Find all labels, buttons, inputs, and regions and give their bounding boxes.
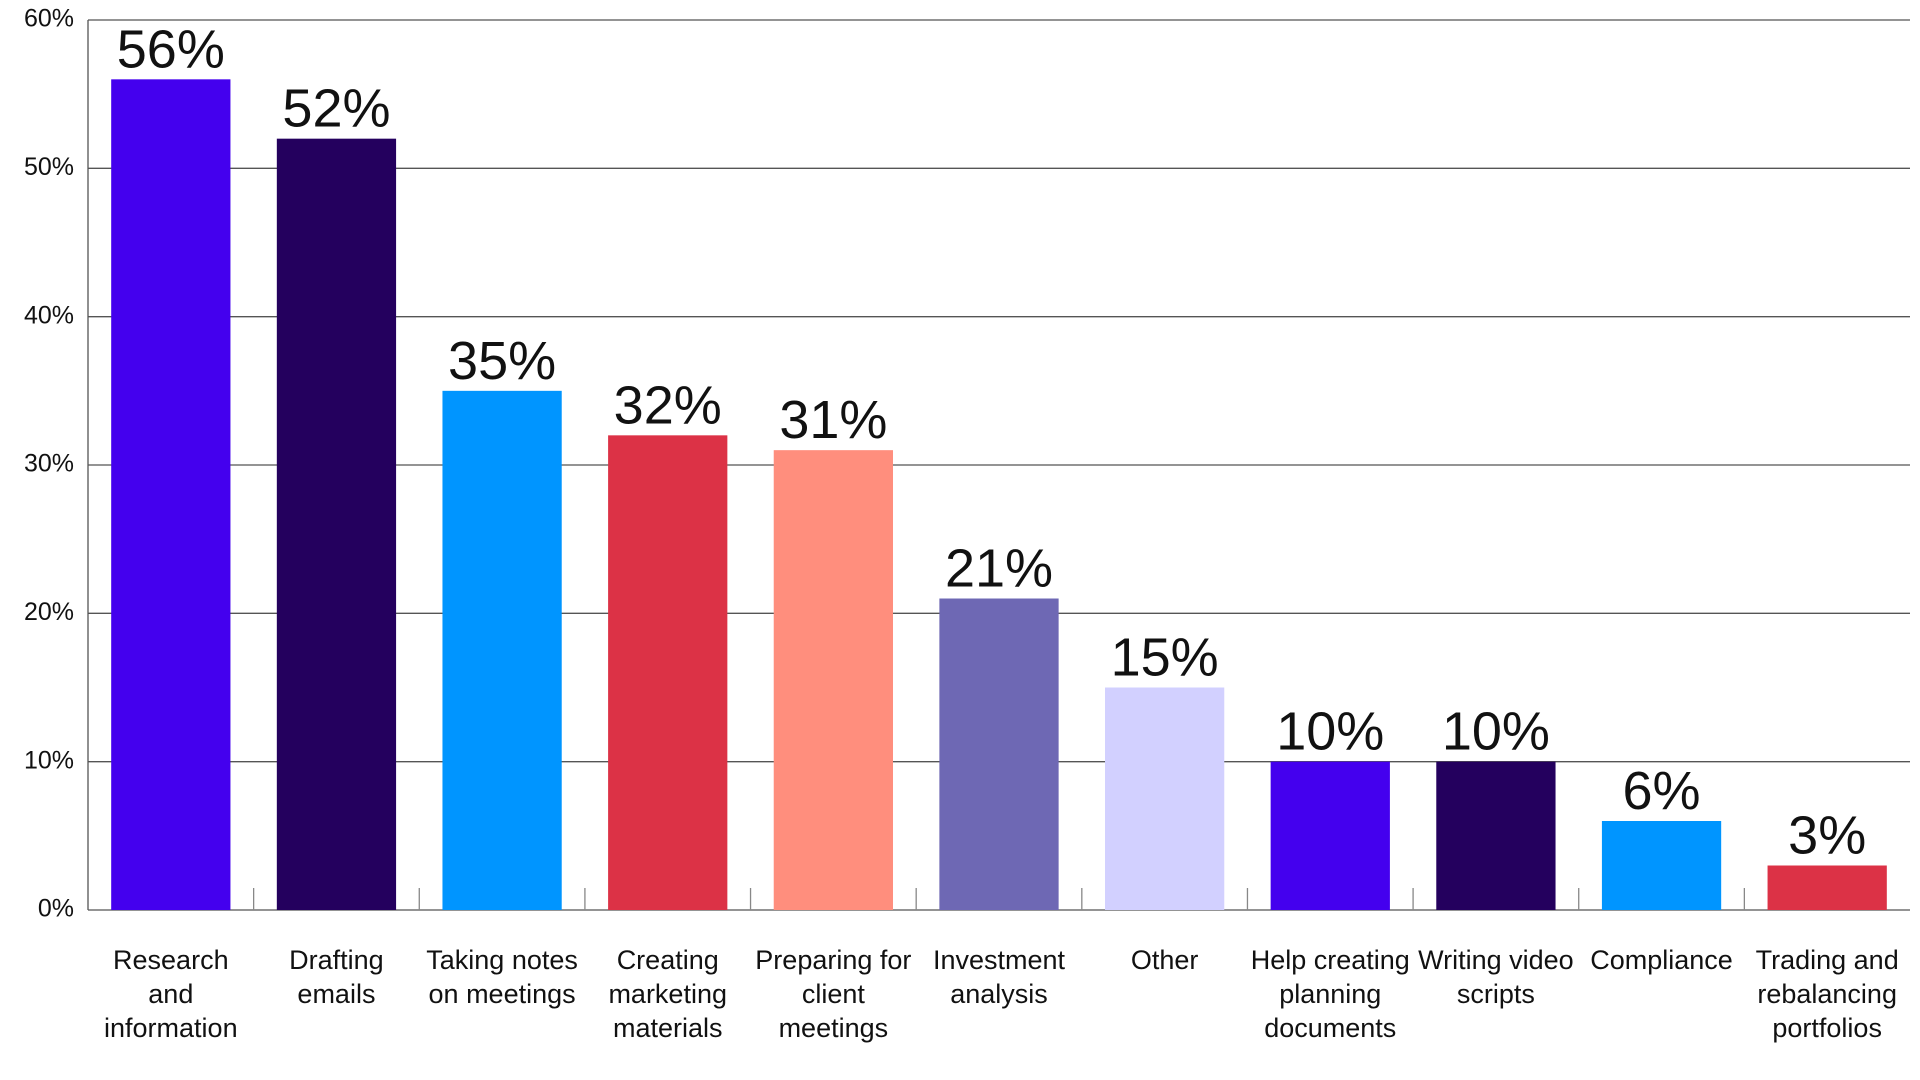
bar — [1767, 865, 1887, 910]
bar — [939, 598, 1059, 910]
bar — [1105, 687, 1225, 910]
y-tick-label: 60% — [24, 5, 74, 33]
x-tick-label: Trading and rebalancing portfolios — [1755, 945, 1899, 1043]
x-tick-label: Research and information — [104, 945, 238, 1043]
value-label: 15% — [1111, 628, 1219, 688]
x-tick-label: Drafting emails — [289, 945, 384, 1009]
value-label: 10% — [1276, 702, 1384, 762]
value-label: 56% — [117, 19, 225, 79]
bar — [1436, 761, 1556, 910]
bar — [773, 450, 893, 910]
value-label: 32% — [614, 375, 722, 435]
x-tick-label: Help creating planning documents — [1250, 945, 1410, 1043]
x-tick-label: Other — [1130, 945, 1199, 975]
value-label: 35% — [448, 331, 556, 391]
x-tick-label: Investment analysis — [932, 945, 1066, 1009]
y-tick-label: 0% — [38, 895, 74, 923]
value-label: 52% — [282, 79, 390, 139]
y-tick-label: 50% — [24, 153, 74, 181]
bar — [608, 435, 728, 910]
y-tick-label: 40% — [24, 301, 74, 329]
x-tick-label: Writing video scripts — [1418, 945, 1574, 1009]
bar — [1601, 821, 1722, 910]
value-label: 31% — [779, 390, 887, 450]
bar — [276, 138, 397, 910]
value-label: 10% — [1442, 702, 1550, 762]
x-tick-label: Creating marketing materials — [608, 945, 727, 1043]
x-tick-label: Compliance — [1590, 945, 1733, 975]
bar — [1270, 761, 1390, 910]
value-label: 21% — [945, 539, 1053, 599]
bar — [442, 390, 562, 910]
y-tick-label: 20% — [24, 598, 74, 626]
x-tick-label: Preparing for client meetings — [755, 945, 912, 1043]
x-tick-label: Taking notes on meetings — [426, 945, 578, 1009]
value-label: 3% — [1788, 806, 1866, 866]
y-tick-label: 30% — [24, 450, 74, 478]
y-tick-label: 10% — [24, 746, 74, 774]
value-label: 6% — [1623, 761, 1701, 821]
bar — [111, 79, 231, 911]
